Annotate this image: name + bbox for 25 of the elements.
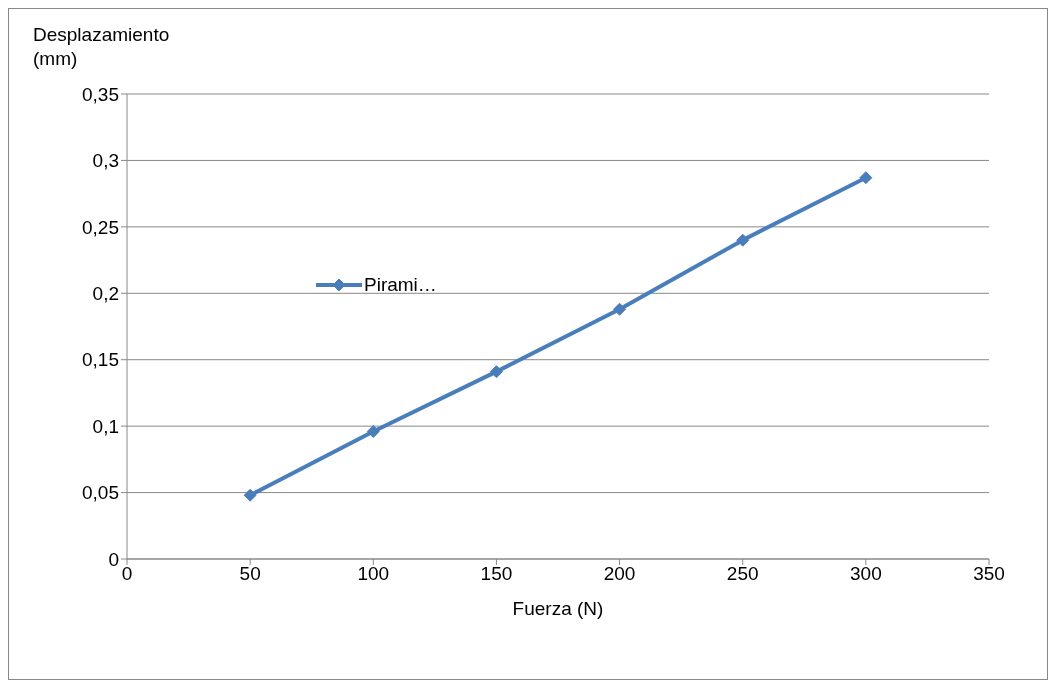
x-tick-label: 350: [973, 563, 1005, 585]
point: [489, 365, 503, 379]
y-tick-label: 0,05: [82, 482, 119, 504]
y-axis-title: Desplazamiento (mm): [33, 23, 171, 71]
point: [243, 488, 257, 502]
y-tick-label: 0,3: [92, 150, 119, 172]
legend-label: Pirami…: [364, 274, 437, 296]
point: [613, 302, 627, 316]
x-tick-label: 250: [726, 563, 759, 585]
y-tick-label: 0,35: [82, 83, 119, 105]
point: [366, 424, 380, 438]
x-tick-label: 150: [480, 563, 513, 585]
x-tick-label: 300: [850, 563, 882, 585]
x-tick-label: 0: [121, 563, 133, 585]
y-tick-label: 0: [108, 548, 119, 570]
x-tick-label: 50: [239, 563, 261, 585]
point: [736, 233, 750, 247]
y-tick-label: 0,15: [82, 349, 119, 371]
x-tick-label: 100: [357, 563, 390, 585]
x-axis-title: Fuerza (N): [512, 598, 604, 619]
point: [859, 171, 873, 185]
y-tick-label: 0,25: [82, 216, 119, 238]
y-tick-label: 0,2: [92, 283, 119, 305]
x-tick-label: 200: [603, 563, 636, 585]
y-tick-label: 0,1: [92, 415, 119, 437]
